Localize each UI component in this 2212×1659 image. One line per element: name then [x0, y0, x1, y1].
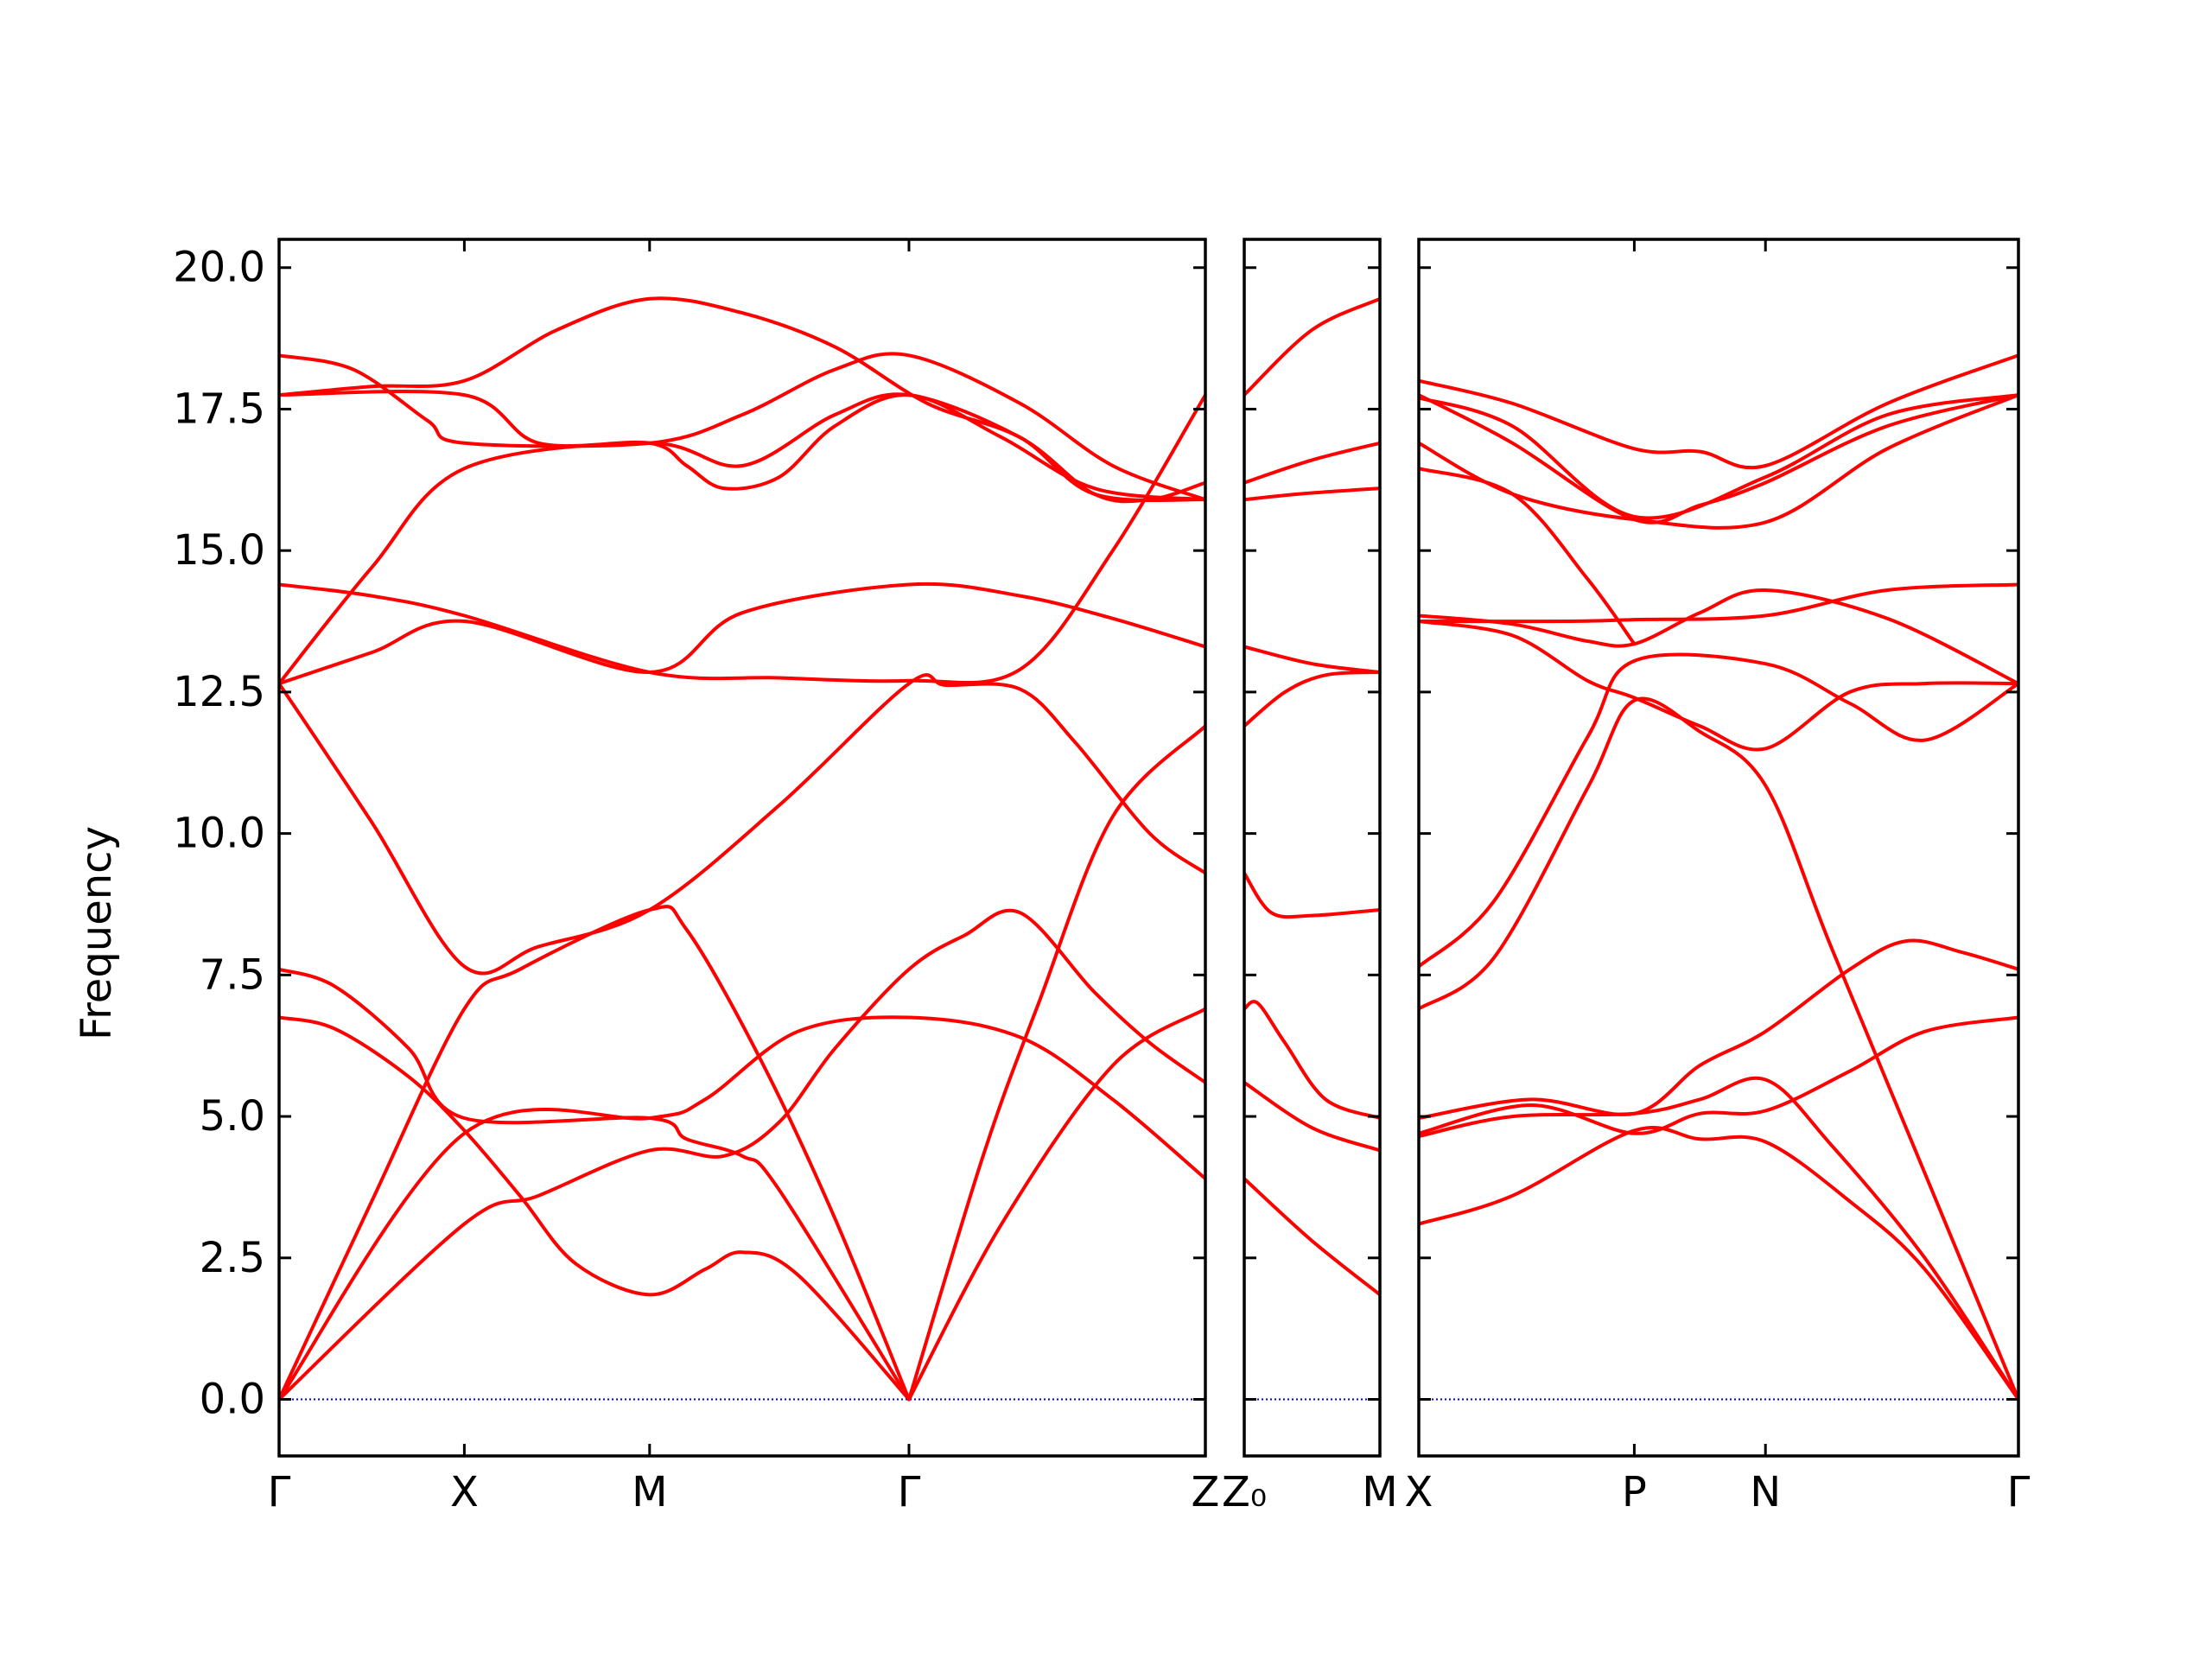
band-line-12: [279, 389, 1205, 502]
band-line-4: [907, 1007, 1205, 1402]
x-tick-label: X: [450, 1468, 479, 1516]
y-tick-label: 15.0: [173, 526, 265, 575]
x-tick-label: M: [632, 1468, 667, 1516]
plot-layer: Γ X M Γ Z Z₀ M X P N Γ0.02.55.07.510.012.515.017.5…: [173, 238, 2031, 1516]
band-line-3: [1419, 1015, 2018, 1135]
bands-p1: [279, 296, 1205, 1402]
x-tick-label: X: [1405, 1468, 1433, 1516]
band-line-6: [1419, 652, 2018, 969]
band-line-5: [1244, 671, 1380, 728]
y-tick-label: 7.5: [200, 950, 265, 999]
band-line-5: [907, 724, 1205, 1402]
panel-p2: Z₀ M: [1222, 238, 1398, 1516]
band-line-1: [279, 908, 1205, 1402]
band-line-6: [1244, 645, 1380, 674]
y-tick-label: 10.0: [173, 810, 265, 858]
band-line-13: [279, 352, 1205, 502]
band-line-8: [1244, 441, 1380, 485]
bands-p3: [1419, 353, 2018, 1402]
axes-frame: [1417, 238, 2020, 1458]
y-tick-label: 17.5: [173, 385, 265, 433]
x-tick-label: Z: [1192, 1468, 1220, 1516]
band-line-10: [279, 393, 1205, 685]
band-line-1: [1244, 1177, 1380, 1297]
x-tick-label: Z₀: [1222, 1468, 1267, 1516]
band-line-10: [1419, 467, 1637, 646]
band-line-14: [1419, 393, 2018, 520]
y-tick-label: 2.5: [200, 1234, 265, 1282]
axes-frame: [277, 238, 1207, 1458]
y-tick-label: 5.0: [200, 1092, 265, 1141]
band-line-3: [1244, 1000, 1380, 1120]
y-axis-label: Frequency: [73, 826, 121, 1040]
y-tick-label: 12.5: [173, 668, 265, 716]
x-tick-label: P: [1622, 1468, 1647, 1516]
band-line-13: [1419, 353, 2018, 470]
band-line-4: [1419, 938, 2018, 1120]
band-line-4: [1244, 871, 1380, 919]
band-line-5: [1419, 696, 2018, 1402]
band-line-1: [1419, 1126, 2018, 1402]
band-line-8: [1419, 582, 2018, 624]
band-line-7: [279, 967, 911, 1402]
x-tick-label: N: [1750, 1468, 1781, 1516]
bands-p2: [1244, 296, 1380, 1297]
band-line-8: [279, 673, 1205, 976]
band-line-6: [279, 1015, 911, 1402]
y-tick-label: 20.0: [173, 244, 265, 292]
band-line-2: [279, 1015, 1205, 1402]
band-line-9: [1244, 296, 1380, 397]
x-tick-label: Γ: [2007, 1468, 2031, 1516]
band-line-9: [1419, 588, 2018, 686]
band-line-2: [1244, 1080, 1380, 1153]
band-line-7: [1419, 620, 2018, 752]
band-line-14: [279, 296, 1205, 503]
axes-frame: [1243, 238, 1382, 1458]
x-tick-label: M: [1362, 1468, 1397, 1516]
band-line-7: [1244, 486, 1380, 502]
y-tick-label: 0.0: [200, 1376, 265, 1424]
band-line-9: [279, 582, 1205, 686]
band-line-11: [1419, 393, 2018, 530]
x-tick-label: Γ: [898, 1468, 921, 1516]
band-line-2: [1419, 1076, 2018, 1402]
x-tick-label: Γ: [268, 1468, 291, 1516]
